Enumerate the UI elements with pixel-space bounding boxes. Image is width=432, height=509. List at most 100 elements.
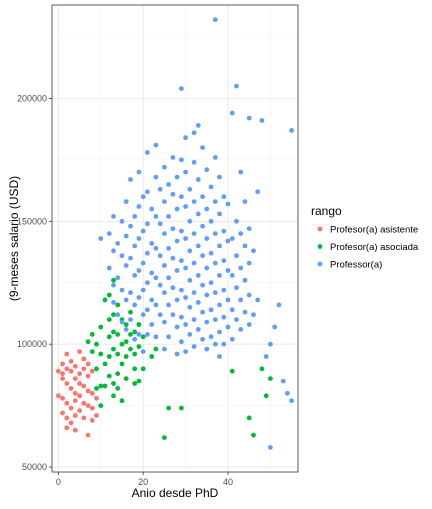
data-point xyxy=(106,265,112,271)
data-point xyxy=(123,339,129,345)
data-point xyxy=(153,334,159,340)
data-point xyxy=(111,393,116,399)
data-point xyxy=(77,408,82,413)
data-point xyxy=(85,339,91,345)
data-point xyxy=(136,322,142,327)
data-point xyxy=(128,255,133,261)
data-point xyxy=(140,287,146,293)
data-point xyxy=(268,341,273,347)
data-point xyxy=(68,405,74,411)
panel-border xyxy=(51,4,299,473)
data-point xyxy=(77,393,82,399)
data-point xyxy=(72,427,78,433)
data-point xyxy=(98,383,104,389)
data-point xyxy=(115,312,121,318)
data-point xyxy=(217,329,222,335)
data-point xyxy=(212,155,218,160)
data-point xyxy=(208,334,214,340)
data-point xyxy=(98,236,104,241)
data-point xyxy=(204,319,210,325)
data-point xyxy=(212,290,218,295)
data-point xyxy=(179,405,184,411)
data-point xyxy=(183,265,189,271)
data-point xyxy=(119,341,125,347)
data-point xyxy=(191,290,197,295)
data-point xyxy=(157,312,163,318)
data-point xyxy=(242,277,248,283)
data-point xyxy=(60,361,65,367)
data-point xyxy=(183,204,189,209)
data-point xyxy=(132,243,138,249)
data-point xyxy=(56,393,61,399)
data-point xyxy=(191,130,197,136)
data-point xyxy=(234,218,239,224)
data-point xyxy=(123,322,129,327)
data-point xyxy=(149,241,155,246)
data-point xyxy=(183,236,189,241)
data-point xyxy=(72,363,78,369)
y-tick-label: 200000 xyxy=(17,93,47,103)
data-point xyxy=(162,346,167,352)
data-point xyxy=(64,400,70,406)
data-point xyxy=(212,341,218,347)
data-point xyxy=(149,297,155,303)
data-point xyxy=(162,319,167,325)
data-point xyxy=(238,169,244,175)
data-point xyxy=(255,297,261,303)
data-point xyxy=(119,398,125,404)
data-point xyxy=(183,349,189,354)
data-point xyxy=(115,302,121,308)
data-point xyxy=(85,373,91,379)
data-point xyxy=(162,263,167,268)
data-point xyxy=(208,184,214,190)
data-point xyxy=(187,248,193,254)
data-point xyxy=(81,356,87,362)
data-point xyxy=(234,253,239,259)
data-point xyxy=(191,344,197,349)
data-point xyxy=(225,324,231,330)
data-point xyxy=(166,302,172,308)
data-point xyxy=(208,280,214,286)
data-point xyxy=(166,405,172,411)
data-point xyxy=(68,420,74,426)
data-point xyxy=(136,332,142,337)
data-point xyxy=(166,214,172,219)
data-point xyxy=(251,248,256,254)
data-point xyxy=(183,135,189,141)
data-point xyxy=(234,317,239,322)
data-point xyxy=(166,275,172,281)
data-point xyxy=(195,273,201,278)
data-point xyxy=(225,297,231,303)
data-point xyxy=(221,341,227,347)
data-point xyxy=(145,221,150,227)
data-point xyxy=(115,332,121,337)
data-point xyxy=(128,346,133,352)
data-point xyxy=(187,304,193,310)
data-point xyxy=(285,390,290,396)
data-point xyxy=(136,169,142,175)
data-point xyxy=(212,199,218,205)
legend-label: Profesor(a) asistente xyxy=(330,225,418,236)
data-point xyxy=(217,174,222,180)
data-point xyxy=(106,373,112,379)
data-point xyxy=(179,258,184,263)
data-point xyxy=(179,339,184,345)
data-point xyxy=(174,268,180,273)
data-point xyxy=(140,312,146,318)
data-point xyxy=(132,351,138,357)
data-point xyxy=(85,403,91,408)
data-point xyxy=(157,221,163,227)
data-point xyxy=(221,194,227,200)
data-point xyxy=(212,231,218,237)
data-point xyxy=(200,145,206,151)
data-point xyxy=(140,366,146,372)
data-point xyxy=(111,282,116,288)
data-point xyxy=(98,403,104,408)
data-point xyxy=(242,199,248,205)
data-point xyxy=(246,415,252,421)
data-point xyxy=(246,226,252,232)
data-point xyxy=(191,260,197,266)
data-point xyxy=(246,260,252,266)
data-point xyxy=(119,287,125,293)
